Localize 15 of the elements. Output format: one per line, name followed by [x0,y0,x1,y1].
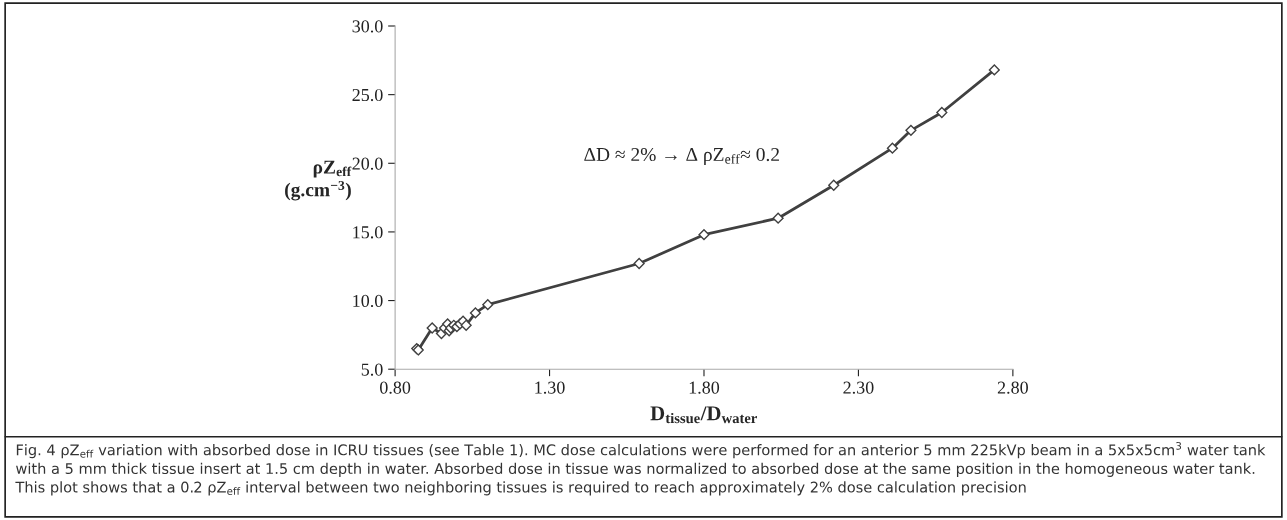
annotation: ΔD ≈ 2% → Δ ρZ$_{eff}$≈ 0.2 [584,147,779,165]
x-axis-title: D$_{tissue}$/D$_{water}$ [650,406,757,424]
y-tick-label: 5.0 [361,363,383,376]
x-tick-label: 1.80 [689,381,720,394]
y-tick-label: 10.0 [353,294,383,308]
y-tick-label: 30.0 [352,20,383,33]
y-tick-label: 20.0 [352,157,383,170]
x-tick-label: 0.80 [380,381,411,394]
x-tick-label: 2.30 [843,381,874,394]
x-tick-label: 2.80 [997,381,1028,394]
y-tick-label: 25.0 [352,88,383,102]
y-tick-label: 15.0 [353,226,383,239]
x-tick-label: 1.30 [535,381,565,394]
y-axis-title: ρZ$_{eff}$ (g.cm$^{−3}$) [285,160,352,201]
text: Fig. 4 ρZ$_{eff}$ variation with absorbed dose in ICRU tissues (see Table 1). MC dose calculations were performed for an anterior 5 mm 225kVp beam in a 5x5x5cm$^{3}$ water tank with a 5 mm thick tissue insert at 1.5 cm depth in water. Absorbed dose in tissue was normalized to absorbed dose at the same position in the homogeneous water tank. This plot shows that a 0.2 ρZ$_{eff}$ interval between two neighboring tissues is required to reach approximately 2% dose calculation precision [15,442,1266,496]
